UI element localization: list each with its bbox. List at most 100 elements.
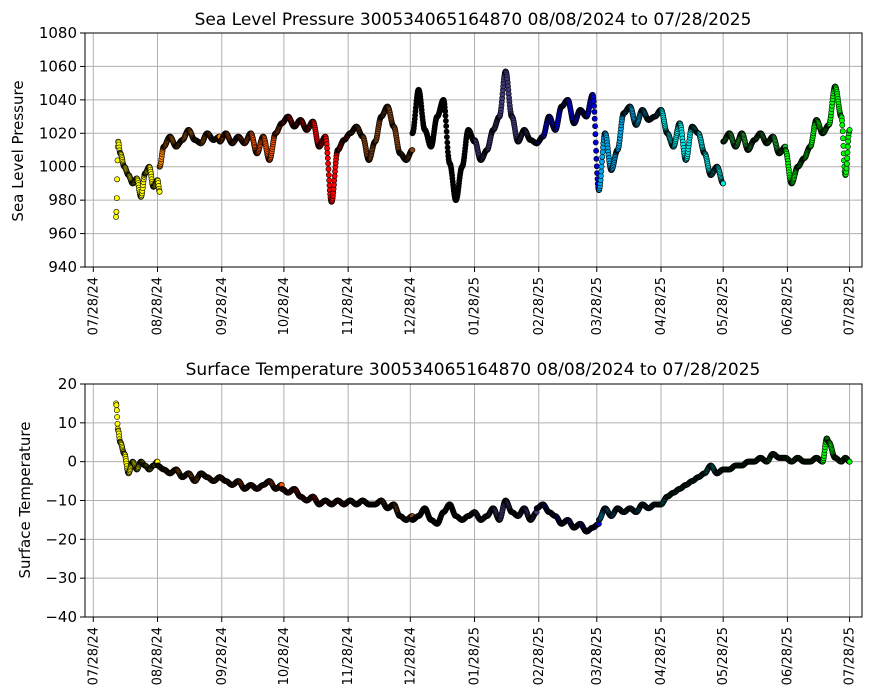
temperature-y-tick-label: 0: [67, 453, 77, 471]
temperature-x-tick-label: 07/28/24: [86, 627, 101, 685]
pressure-points: [113, 68, 853, 220]
pressure-data-point: [839, 122, 846, 128]
temperature-data-point: [113, 407, 120, 414]
temperature-y-tick-label: −10: [45, 492, 77, 510]
temperature-x-tick-label: 07/28/25: [843, 627, 858, 685]
pressure-data-point: [325, 166, 332, 173]
pressure-data-point: [592, 139, 599, 146]
temperature-series-6: [471, 497, 540, 523]
pressure-data-point: [156, 188, 163, 195]
pressure-data-point: [442, 117, 449, 124]
temperature-x-tick-label: 10/28/24: [277, 627, 292, 685]
temperature-points: [113, 400, 853, 535]
temperature-data-point: [113, 402, 120, 409]
pressure-data-point: [113, 208, 120, 215]
temperature-data-point: [114, 414, 120, 420]
temperature-x-tick-label: 05/28/25: [716, 627, 731, 685]
temperature-x-tick-label: 04/28/25: [654, 627, 669, 685]
pressure-data-point: [591, 103, 597, 109]
pressure-x-tick-label: 08/28/24: [151, 277, 166, 335]
pressure-y-tick-label: 940: [48, 258, 77, 276]
temperature-x-tick-label: 09/28/24: [215, 627, 230, 685]
temperature-series-11: [782, 435, 853, 465]
pressure-data-point: [443, 128, 450, 135]
pressure-x-tick-label: 05/28/25: [716, 277, 731, 335]
pressure-data-point: [844, 149, 851, 156]
pressure-series-5: [409, 86, 478, 203]
temperature-y-tick-label: −20: [45, 530, 77, 548]
pressure-data-point: [591, 115, 598, 122]
pressure-y-tick-label: 1080: [39, 24, 77, 42]
pressure-series-7: [533, 91, 602, 193]
pressure-chart-title: Sea Level Pressure 300534065164870 08/08…: [195, 10, 752, 30]
temperature-grid: [85, 383, 862, 618]
pressure-plot-frame: [84, 32, 863, 268]
pressure-y-tick-label: 1040: [39, 91, 77, 109]
temperature-panel: Surface Temperature 300534065164870 08/0…: [16, 360, 863, 685]
pressure-data-point: [113, 195, 120, 201]
pressure-data-point: [844, 143, 851, 150]
pressure-series-3: [278, 113, 354, 205]
pressure-data-point: [443, 123, 450, 129]
temperature-x-tick-label: 06/28/25: [780, 627, 795, 685]
pressure-data-point: [598, 163, 605, 170]
pressure-data-point: [593, 163, 600, 170]
temperature-y-tick-label: −40: [45, 608, 77, 626]
temperature-chart-title: Surface Temperature 300534065164870 08/0…: [186, 360, 761, 380]
temperature-series-1: [154, 462, 223, 484]
pressure-data-point: [598, 168, 605, 175]
pressure-data-point: [325, 171, 332, 178]
pressure-data-point: [114, 176, 120, 183]
pressure-data-point: [593, 147, 599, 154]
temperature-data-point: [846, 458, 853, 465]
pressure-x-tick-label: 04/28/25: [654, 277, 669, 335]
temperature-y-tick-label: 20: [58, 375, 77, 393]
temperature-series-5: [409, 501, 478, 527]
temperature-series-2: [216, 474, 285, 492]
temperature-axes: −40 −30 −20 −10 0 10 20 07/28/24 08/28/24 09/28/2…: [45, 375, 863, 685]
pressure-x-tick-label: 07/28/24: [86, 277, 101, 335]
temperature-series-8: [596, 501, 664, 523]
pressure-data-point: [599, 158, 605, 165]
pressure-series-10: [720, 130, 789, 157]
pressure-data-point: [444, 139, 451, 146]
temperature-x-tick-label: 08/28/24: [151, 627, 166, 685]
pressure-series-4: [347, 103, 416, 163]
pressure-data-point: [442, 112, 449, 119]
pressure-data-point: [840, 135, 846, 142]
pressure-y-axis-label: Sea Level Pressure: [9, 80, 27, 221]
pressure-x-tick-label: 02/28/25: [532, 277, 547, 335]
temperature-series-4: [347, 497, 416, 523]
pressure-y-tick-label: 1020: [39, 124, 77, 142]
pressure-data-point: [326, 177, 333, 184]
pressure-x-tick-label: 12/28/24: [403, 277, 418, 335]
pressure-axes: 940 960 980 1000 1020 1040 1060 1080 07/28/24 08/…: [39, 24, 863, 335]
pressure-data-point: [599, 153, 606, 160]
pressure-series-6: [471, 68, 540, 163]
temperature-x-tick-label: 02/28/25: [532, 627, 547, 685]
pressure-series-9: [658, 107, 727, 187]
temperature-y-tick-label: 10: [58, 414, 77, 432]
pressure-data-point: [324, 155, 331, 161]
pressure-y-tick-label: 1000: [39, 158, 77, 176]
pressure-series-11: [782, 83, 853, 187]
pressure-y-tick-label: 980: [48, 191, 77, 209]
temperature-series-0: [113, 400, 161, 477]
pressure-x-tick-label: 11/28/24: [341, 277, 356, 335]
pressure-data-point: [839, 128, 846, 135]
pressure-data-point: [720, 180, 727, 187]
pressure-data-point: [592, 131, 599, 138]
temperature-y-axis-label: Surface Temperature: [16, 422, 34, 579]
pressure-data-point: [325, 160, 331, 167]
temperature-y-tick-label: −30: [45, 569, 77, 587]
pressure-series-2: [216, 120, 285, 163]
pressure-data-point: [846, 126, 853, 133]
temperature-x-tick-label: 11/28/24: [341, 627, 356, 685]
temperature-x-tick-label: 01/28/25: [468, 627, 483, 685]
pressure-x-tick-label: 09/28/24: [215, 277, 230, 335]
pressure-panel: Sea Level Pressure 300534065164870 08/08…: [9, 10, 863, 335]
pressure-series-1: [156, 126, 223, 170]
pressure-x-tick-label: 10/28/24: [277, 277, 292, 335]
pressure-y-tick-label: 1060: [39, 57, 77, 75]
pressure-x-tick-label: 07/28/25: [843, 277, 858, 335]
